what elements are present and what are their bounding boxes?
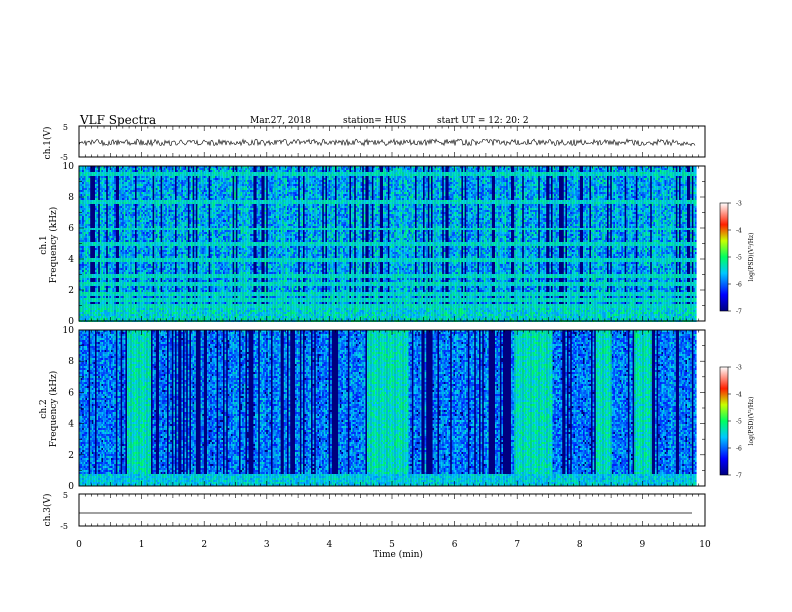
ch1-waveform-trace	[79, 139, 695, 146]
spec2-ytick-label: 8	[68, 357, 74, 367]
spec2-ytick-label: 0	[68, 482, 74, 492]
ch1-ytick-top: 5	[63, 123, 68, 132]
spec1-ytick-label: 4	[68, 255, 74, 265]
colorbar-tick-label: -7	[736, 309, 742, 316]
colorbar-tick-label: -5	[736, 255, 742, 262]
x-tick-label: 1	[139, 540, 145, 550]
ch1-axis-label: ch.1(V)	[42, 127, 53, 160]
spec1-ytick-label: 2	[68, 286, 74, 296]
x-tick-label: 10	[699, 540, 711, 550]
colorbar-tick-label: -5	[736, 419, 742, 426]
ch2-spectrogram	[79, 330, 697, 486]
spec2-channel-label: ch.2	[39, 399, 49, 418]
x-tick-labels: 0 1 2 3 4 5 6 7 8 9 10	[76, 540, 711, 550]
colorbar-ch2	[720, 367, 728, 475]
x-axis-label: Time (min)	[373, 549, 423, 560]
spec1-channel-label: ch.1	[39, 235, 49, 254]
colorbar-ch1-label: log(PSD)(V²/Hz)	[748, 233, 755, 282]
x-tick-label: 4	[327, 540, 333, 550]
colorbar-tick-label: -3	[736, 365, 742, 372]
x-tick-label: 3	[264, 540, 270, 550]
x-tick-label: 8	[577, 540, 583, 550]
spec2-ytick-label: 2	[68, 451, 74, 461]
spec2-ytick-label: 4	[68, 420, 74, 430]
vlf-figure: ch.1(V) 5 -5 ch.3(V) 5 -5 ch.1 Frequency…	[0, 0, 792, 612]
colorbar-tick-label: -3	[736, 201, 742, 208]
x-tick-label: 2	[201, 540, 207, 550]
ch3-ytick-top: 5	[63, 491, 68, 500]
ch1-waveform-line	[79, 139, 695, 146]
colorbar-tick-label: -6	[736, 446, 742, 453]
spec2-ytick-label: 10	[63, 326, 75, 336]
ch3-axis-label: ch.3(V)	[42, 494, 53, 527]
colorbar-ch1	[720, 203, 728, 311]
x-tick-label: 7	[514, 540, 520, 550]
spec2-ytick-label: 6	[68, 388, 74, 398]
spec1-ytick-label: 6	[68, 224, 74, 234]
x-tick-label: 0	[76, 540, 82, 550]
x-tick-label: 5	[389, 540, 395, 550]
colorbar-tick-label: -7	[736, 473, 742, 480]
colorbar-tick-labels: -3 -4 -5 -6 -7 -3 -4 -5 -6 -7	[728, 201, 742, 480]
x-tick-label: 6	[452, 540, 458, 550]
x-tick-label: 9	[640, 540, 646, 550]
spec1-ytick-label: 10	[63, 162, 75, 172]
spec2-freq-label: Frequency (kHz)	[48, 371, 59, 448]
colorbar-ch2-label: log(PSD)(V²/Hz)	[748, 397, 755, 446]
ch1-spectrogram	[79, 166, 697, 322]
colorbar-tick-label: -6	[736, 282, 742, 289]
colorbar-tick-label: -4	[736, 228, 742, 235]
colorbar-tick-label: -4	[736, 392, 742, 399]
spec1-freq-label: Frequency (kHz)	[48, 207, 59, 284]
ch3-ytick-bottom: -5	[60, 522, 68, 531]
ch1-ytick-bottom: -5	[60, 153, 68, 162]
spec1-ytick-label: 8	[68, 193, 74, 203]
